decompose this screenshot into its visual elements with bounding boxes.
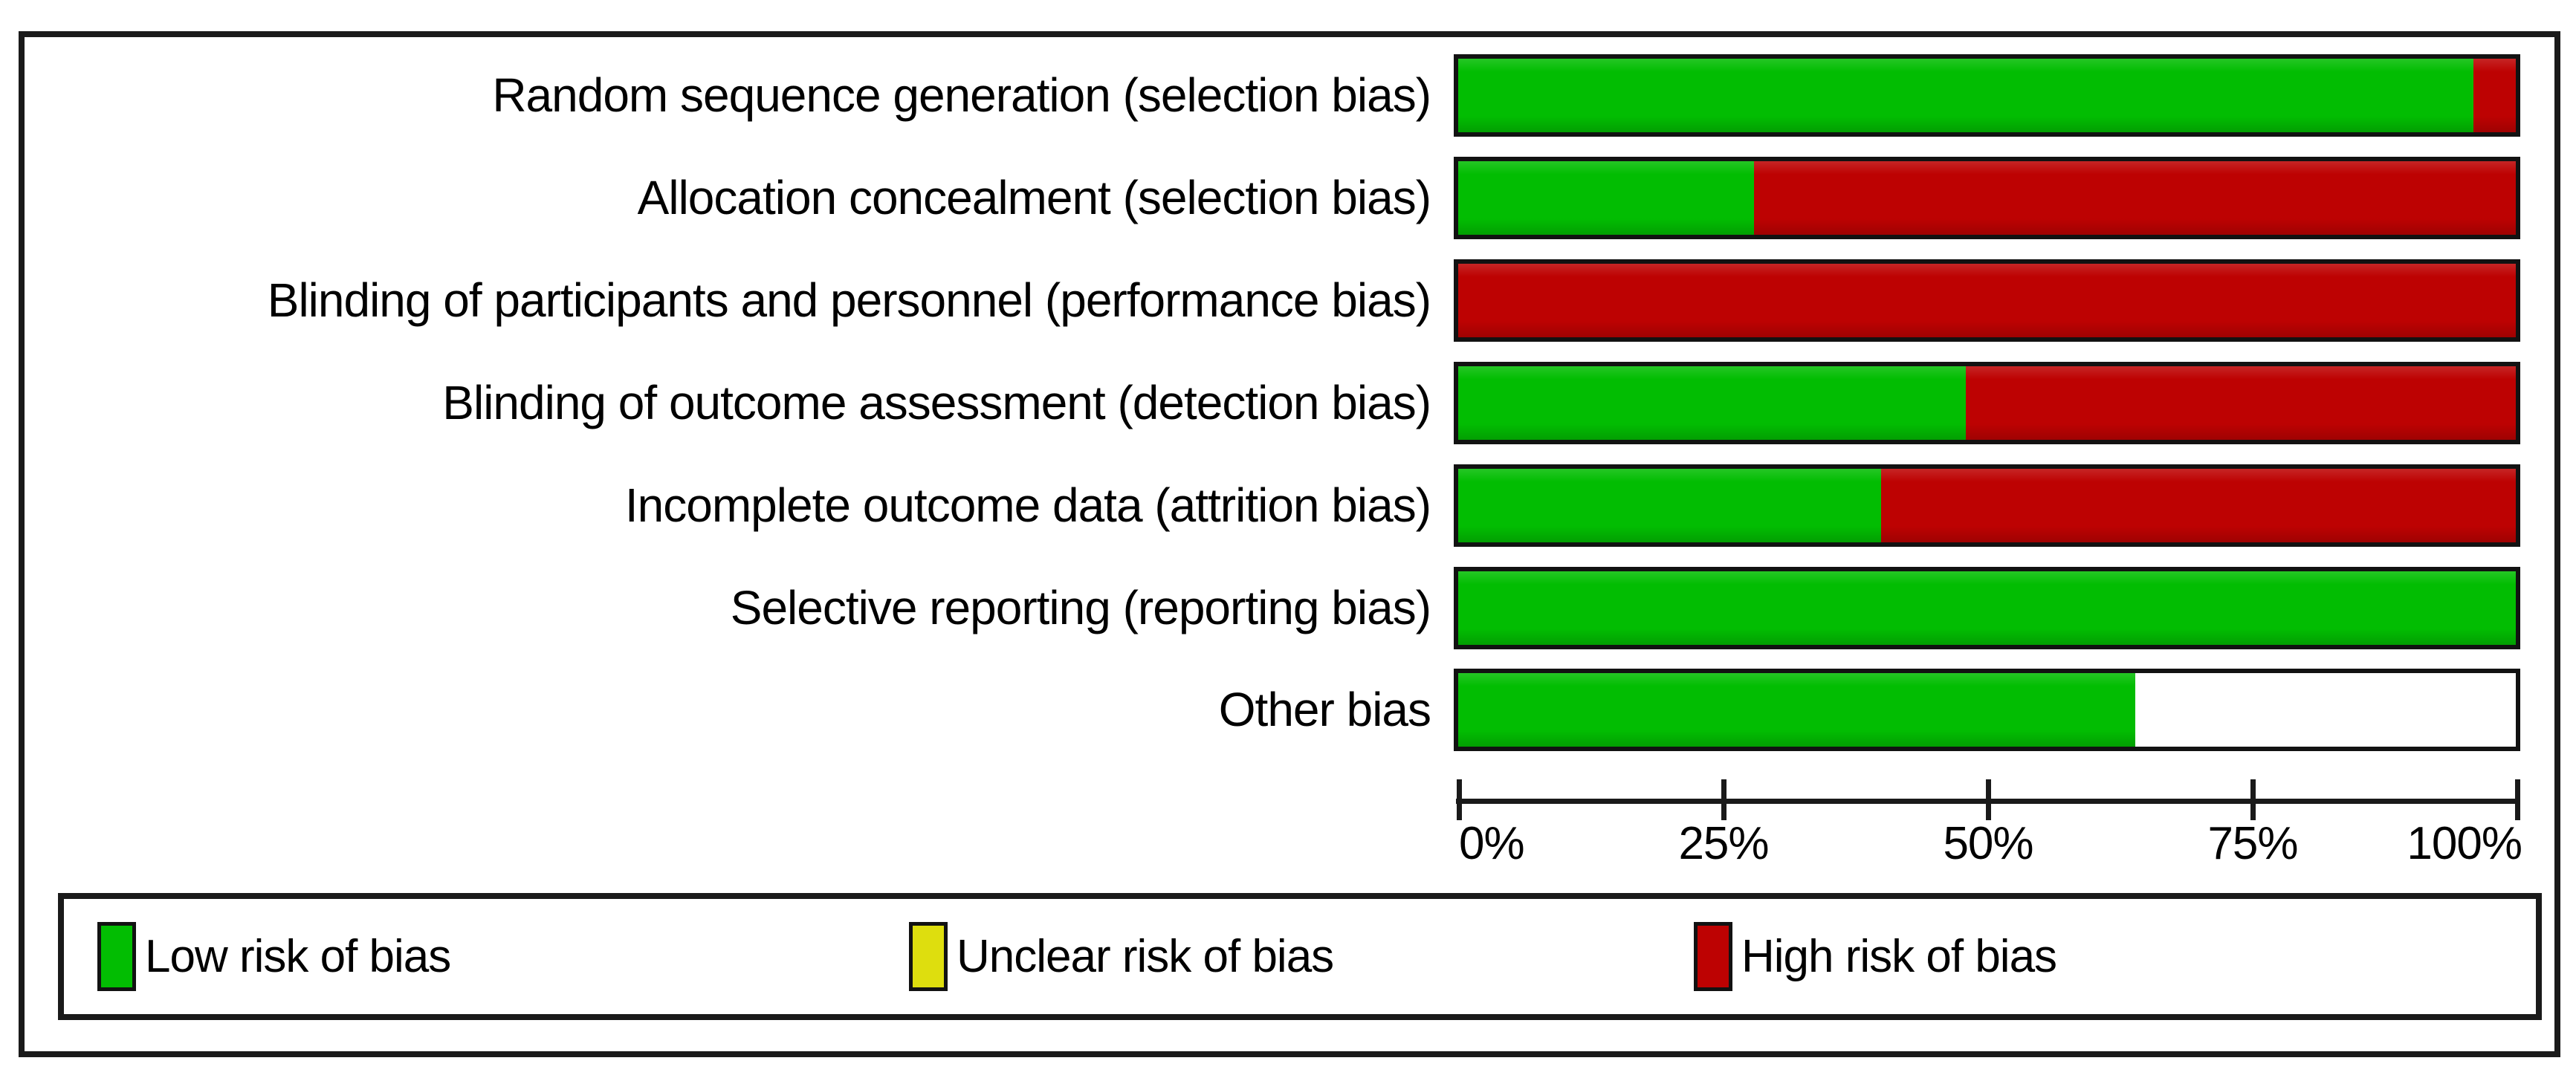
axis-tick-label: 25%	[1678, 818, 1769, 869]
axis-tick	[2515, 779, 2520, 820]
bar-segment-low-risk	[1458, 571, 2516, 645]
bar-track	[1454, 669, 2520, 751]
legend-label: Unclear risk of bias	[957, 931, 1334, 982]
bar-segment-high-risk	[1754, 161, 2516, 235]
unclear-risk-swatch-icon	[909, 922, 948, 991]
bar-segment-low-risk	[1458, 161, 1755, 235]
chart-row: Blinding of outcome assessment (detectio…	[0, 362, 2576, 444]
legend-item: High risk of bias	[1694, 899, 2057, 1014]
axis-tick	[1986, 779, 1991, 820]
high-risk-swatch-icon	[1694, 922, 1732, 991]
bar-segment-high-risk	[2473, 59, 2516, 132]
axis-tick-label: 50%	[1943, 818, 2033, 869]
axis-tick	[2250, 779, 2256, 820]
axis-tick	[1721, 779, 1726, 820]
category-label: Random sequence generation (selection bi…	[492, 68, 1431, 122]
bar-segment-high-risk	[1881, 469, 2516, 542]
low-risk-swatch-icon	[97, 922, 136, 991]
chart-row: Selective reporting (reporting bias)	[0, 567, 2576, 649]
legend-item: Unclear risk of bias	[909, 899, 1334, 1014]
category-label: Allocation concealment (selection bias)	[637, 171, 1431, 224]
chart-row: Other bias	[0, 669, 2576, 751]
bar-segment-low-risk	[1458, 673, 2135, 747]
axis-tick-label: 75%	[2207, 818, 2298, 869]
bar-track	[1454, 157, 2520, 239]
axis-tick-label: 100%	[2407, 818, 2522, 869]
axis-tick-label: 0%	[1459, 818, 1525, 869]
bar-segment-high-risk	[1458, 264, 2516, 337]
category-label: Selective reporting (reporting bias)	[730, 581, 1431, 634]
legend-label: Low risk of bias	[145, 931, 451, 982]
chart-row: Random sequence generation (selection bi…	[0, 54, 2576, 137]
category-label: Other bias	[1218, 683, 1431, 736]
category-label: Incomplete outcome data (attrition bias)	[624, 478, 1431, 532]
bar-segment-low-risk	[1458, 366, 1967, 440]
axis-tick	[1457, 779, 1462, 820]
bar-track	[1454, 54, 2520, 137]
bar-segment-low-risk	[1458, 59, 2474, 132]
bar-track	[1454, 362, 2520, 444]
legend-label: High risk of bias	[1741, 931, 2057, 982]
bar-track	[1454, 567, 2520, 649]
legend-box: Low risk of bias Unclear risk of bias High…	[58, 893, 2542, 1020]
bar-track	[1454, 464, 2520, 547]
category-label: Blinding of outcome assessment (detectio…	[442, 376, 1431, 429]
figure-frame	[19, 31, 2560, 1057]
bar-segment-high-risk	[1966, 366, 2516, 440]
chart-row: Incomplete outcome data (attrition bias)	[0, 464, 2576, 547]
chart-row: Allocation concealment (selection bias)	[0, 157, 2576, 239]
bar-track	[1454, 259, 2520, 342]
bar-segment-low-risk	[1458, 469, 1882, 542]
legend-item: Low risk of bias	[97, 899, 451, 1014]
category-label: Blinding of participants and personnel (…	[267, 273, 1431, 327]
chart-row: Blinding of participants and personnel (…	[0, 259, 2576, 342]
